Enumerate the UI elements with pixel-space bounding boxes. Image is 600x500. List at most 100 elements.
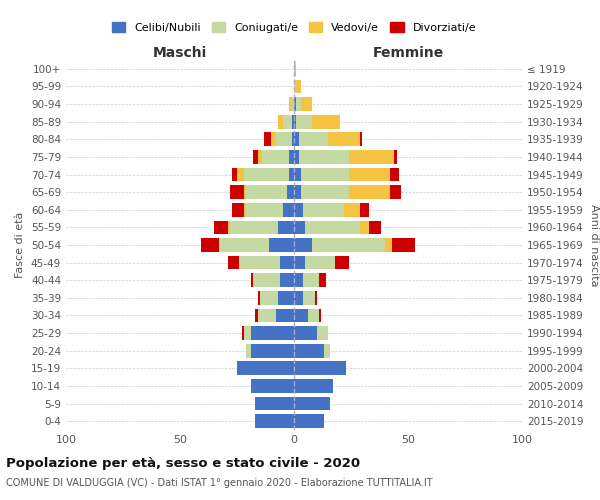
Bar	[244, 168, 289, 181]
Bar	[242, 326, 244, 340]
Bar	[214, 220, 228, 234]
Bar	[319, 308, 322, 322]
Bar	[323, 344, 331, 358]
Bar	[294, 308, 308, 322]
Bar	[296, 115, 312, 128]
Legend: Celibi/Nubili, Coniugati/e, Vedovi/e, Divorziati/e: Celibi/Nubili, Coniugati/e, Vedovi/e, Di…	[107, 18, 481, 37]
Bar	[303, 203, 344, 216]
Bar	[255, 396, 294, 410]
Bar	[299, 132, 328, 146]
Bar	[246, 203, 283, 216]
Bar	[287, 186, 294, 199]
Bar	[294, 62, 296, 76]
Bar	[303, 274, 319, 287]
Bar	[253, 274, 280, 287]
Bar	[294, 150, 299, 164]
Bar	[294, 362, 346, 375]
Bar	[262, 150, 289, 164]
Bar	[319, 274, 326, 287]
Bar	[312, 115, 340, 128]
Bar	[294, 97, 296, 111]
Bar	[237, 168, 244, 181]
Bar	[276, 132, 292, 146]
Bar	[312, 238, 385, 252]
Bar	[232, 203, 244, 216]
Bar	[294, 168, 301, 181]
Bar	[276, 308, 294, 322]
Bar	[360, 132, 362, 146]
Bar	[255, 414, 294, 428]
Bar	[305, 220, 360, 234]
Bar	[280, 274, 294, 287]
Bar	[390, 186, 401, 199]
Bar	[200, 238, 219, 252]
Bar	[251, 379, 294, 393]
Text: Femmine: Femmine	[373, 46, 443, 60]
Bar	[294, 203, 303, 216]
Bar	[289, 150, 294, 164]
Bar	[292, 115, 294, 128]
Bar	[317, 326, 328, 340]
Bar	[271, 132, 276, 146]
Bar	[260, 291, 278, 304]
Bar	[292, 132, 294, 146]
Bar	[283, 115, 292, 128]
Bar	[230, 186, 244, 199]
Bar	[294, 132, 299, 146]
Bar	[278, 115, 283, 128]
Bar	[360, 220, 369, 234]
Bar	[280, 256, 294, 270]
Bar	[305, 256, 335, 270]
Bar	[251, 274, 253, 287]
Bar	[301, 97, 312, 111]
Y-axis label: Fasce di età: Fasce di età	[16, 212, 25, 278]
Bar	[308, 308, 319, 322]
Bar	[237, 362, 294, 375]
Y-axis label: Anni di nascita: Anni di nascita	[589, 204, 599, 286]
Bar	[278, 220, 294, 234]
Bar	[265, 132, 271, 146]
Bar	[296, 80, 301, 94]
Bar	[294, 238, 312, 252]
Bar	[349, 186, 390, 199]
Bar	[294, 80, 296, 94]
Bar	[257, 291, 260, 304]
Bar	[230, 220, 278, 234]
Bar	[257, 308, 276, 322]
Bar	[314, 291, 317, 304]
Bar	[301, 186, 349, 199]
Bar	[390, 168, 399, 181]
Bar	[294, 115, 296, 128]
Bar	[228, 256, 239, 270]
Bar	[360, 203, 369, 216]
Bar	[251, 326, 294, 340]
Bar	[269, 238, 294, 252]
Bar	[232, 168, 237, 181]
Bar	[349, 168, 390, 181]
Bar	[344, 203, 360, 216]
Bar	[335, 256, 349, 270]
Bar	[294, 274, 303, 287]
Bar	[294, 220, 305, 234]
Bar	[239, 256, 280, 270]
Bar	[251, 344, 294, 358]
Bar	[244, 186, 246, 199]
Bar	[255, 308, 257, 322]
Bar	[299, 150, 349, 164]
Bar	[228, 220, 230, 234]
Bar	[394, 150, 397, 164]
Bar	[257, 150, 262, 164]
Bar	[294, 291, 303, 304]
Bar	[289, 97, 292, 111]
Bar	[289, 168, 294, 181]
Bar	[244, 203, 246, 216]
Bar	[283, 203, 294, 216]
Bar	[294, 414, 323, 428]
Bar	[296, 97, 301, 111]
Bar	[246, 186, 287, 199]
Bar	[294, 396, 331, 410]
Text: COMUNE DI VALDUGGIA (VC) - Dati ISTAT 1° gennaio 2020 - Elaborazione TUTTITALIA.: COMUNE DI VALDUGGIA (VC) - Dati ISTAT 1°…	[6, 478, 433, 488]
Bar	[294, 256, 305, 270]
Bar	[328, 132, 360, 146]
Bar	[301, 168, 349, 181]
